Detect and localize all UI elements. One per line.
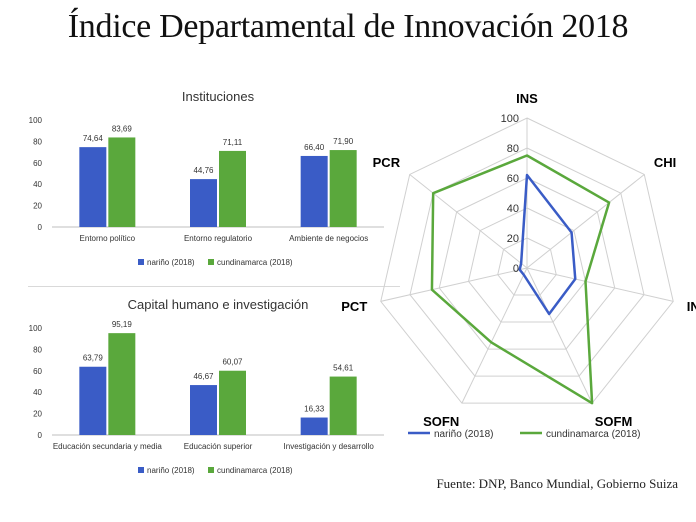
grid-ring [497,237,557,296]
bar [219,370,246,435]
legend-label: nariño (2018) [147,258,195,267]
grid-spoke [526,267,593,404]
radar-axis-label: CHI [654,155,676,170]
slide-title: Índice Departamental de Innovación 2018 [67,8,629,45]
data-label: 46,67 [193,372,214,381]
grid-ring [380,117,674,404]
grid-ring [438,177,616,350]
legend-label: cundinamarca (2018) [217,258,293,267]
data-label: 60,07 [222,358,243,367]
data-label: 83,69 [112,124,133,133]
bar [190,179,217,227]
bar [190,385,217,435]
grid-ring [409,147,645,377]
chart-title: Instituciones [182,89,255,104]
radial-tick-label: 80 [507,143,519,155]
radial-tick-label: 60 [507,173,519,185]
data-label: 71,90 [333,137,354,146]
legend-label: cundinamarca (2018) [217,466,293,475]
y-tick-label: 0 [38,223,43,232]
y-tick-label: 60 [33,367,42,376]
radar-series-line [518,173,577,316]
category-label: Educación secundaria y media [53,442,163,451]
legend-swatch [138,467,144,473]
bar [329,150,357,227]
radial-tick-label: 100 [501,113,519,125]
y-tick-label: 0 [38,431,43,440]
y-tick-label: 100 [29,116,43,125]
bar [108,137,136,227]
charts-divider [28,286,400,287]
radial-tick-label: 40 [507,203,519,215]
y-tick-label: 80 [33,345,42,354]
grid-spoke [461,267,528,404]
data-label: 66,40 [304,143,325,152]
data-label: 63,79 [83,354,104,363]
legend-swatch [208,259,214,265]
y-tick-label: 20 [33,410,42,419]
legend-label: cundinamarca (2018) [546,429,641,440]
data-label: 16,33 [304,405,325,414]
bar [79,366,107,435]
radar-axis-label: PCT [341,299,367,314]
chart-title: Capital humano e investigación [128,297,309,312]
radial-tick-label: 0 [513,263,519,275]
category-label: Entorno político [80,234,136,243]
data-label: 71,11 [223,138,243,147]
grid-spoke [526,174,645,269]
y-tick-label: 20 [33,202,42,211]
category-label: Entorno regulatorio [184,234,253,243]
legend-swatch [208,467,214,473]
radar-axis-label: INF [687,299,696,314]
legend-label: nariño (2018) [147,466,195,475]
bar [108,333,136,435]
grid-spoke [380,267,528,302]
grid-spoke [526,267,674,302]
radial-tick-label: 20 [507,233,519,245]
y-tick-label: 40 [33,388,42,397]
source-note: Fuente: DNP, Banco Mundial, Gobierno Sui… [436,476,678,491]
bar [79,147,107,227]
y-tick-label: 40 [33,180,42,189]
grid-spoke [409,174,528,269]
category-label: Ambiente de negocios [289,234,368,243]
radar-axis-label: INS [516,91,538,106]
radar-axis-label: PCR [373,155,401,170]
capital-humano-bar-chart: Capital humano e investigación 0 20 40 60 80 1… [29,297,384,475]
y-tick-label: 80 [33,137,42,146]
bar [300,155,328,227]
radar-axis-label: SOFM [595,414,633,429]
data-label: 74,64 [83,134,104,143]
data-label: 95,19 [112,320,133,329]
y-tick-label: 100 [29,324,43,333]
legend-label: nariño (2018) [434,429,493,440]
data-label: 44,76 [193,166,214,175]
radar-axis-label: SOFN [423,414,459,429]
bar [300,417,328,435]
legend-swatch [138,259,144,265]
bar [329,376,357,435]
grid-ring [467,207,587,323]
radar-series-line [430,154,611,405]
y-tick-label: 60 [33,159,42,168]
data-label: 54,61 [333,364,354,373]
category-label: Educación superior [184,442,253,451]
bar [219,150,246,227]
category-label: Investigación y desarrollo [284,442,375,451]
radar-chart: 0 20 40 60 80 100 INS CHI INF SOFM SOFN PCT PCR nariñ… [341,91,696,440]
instituciones-bar-chart: Instituciones 0 20 40 60 80 100 74,64 83,69 Entor… [29,89,384,267]
